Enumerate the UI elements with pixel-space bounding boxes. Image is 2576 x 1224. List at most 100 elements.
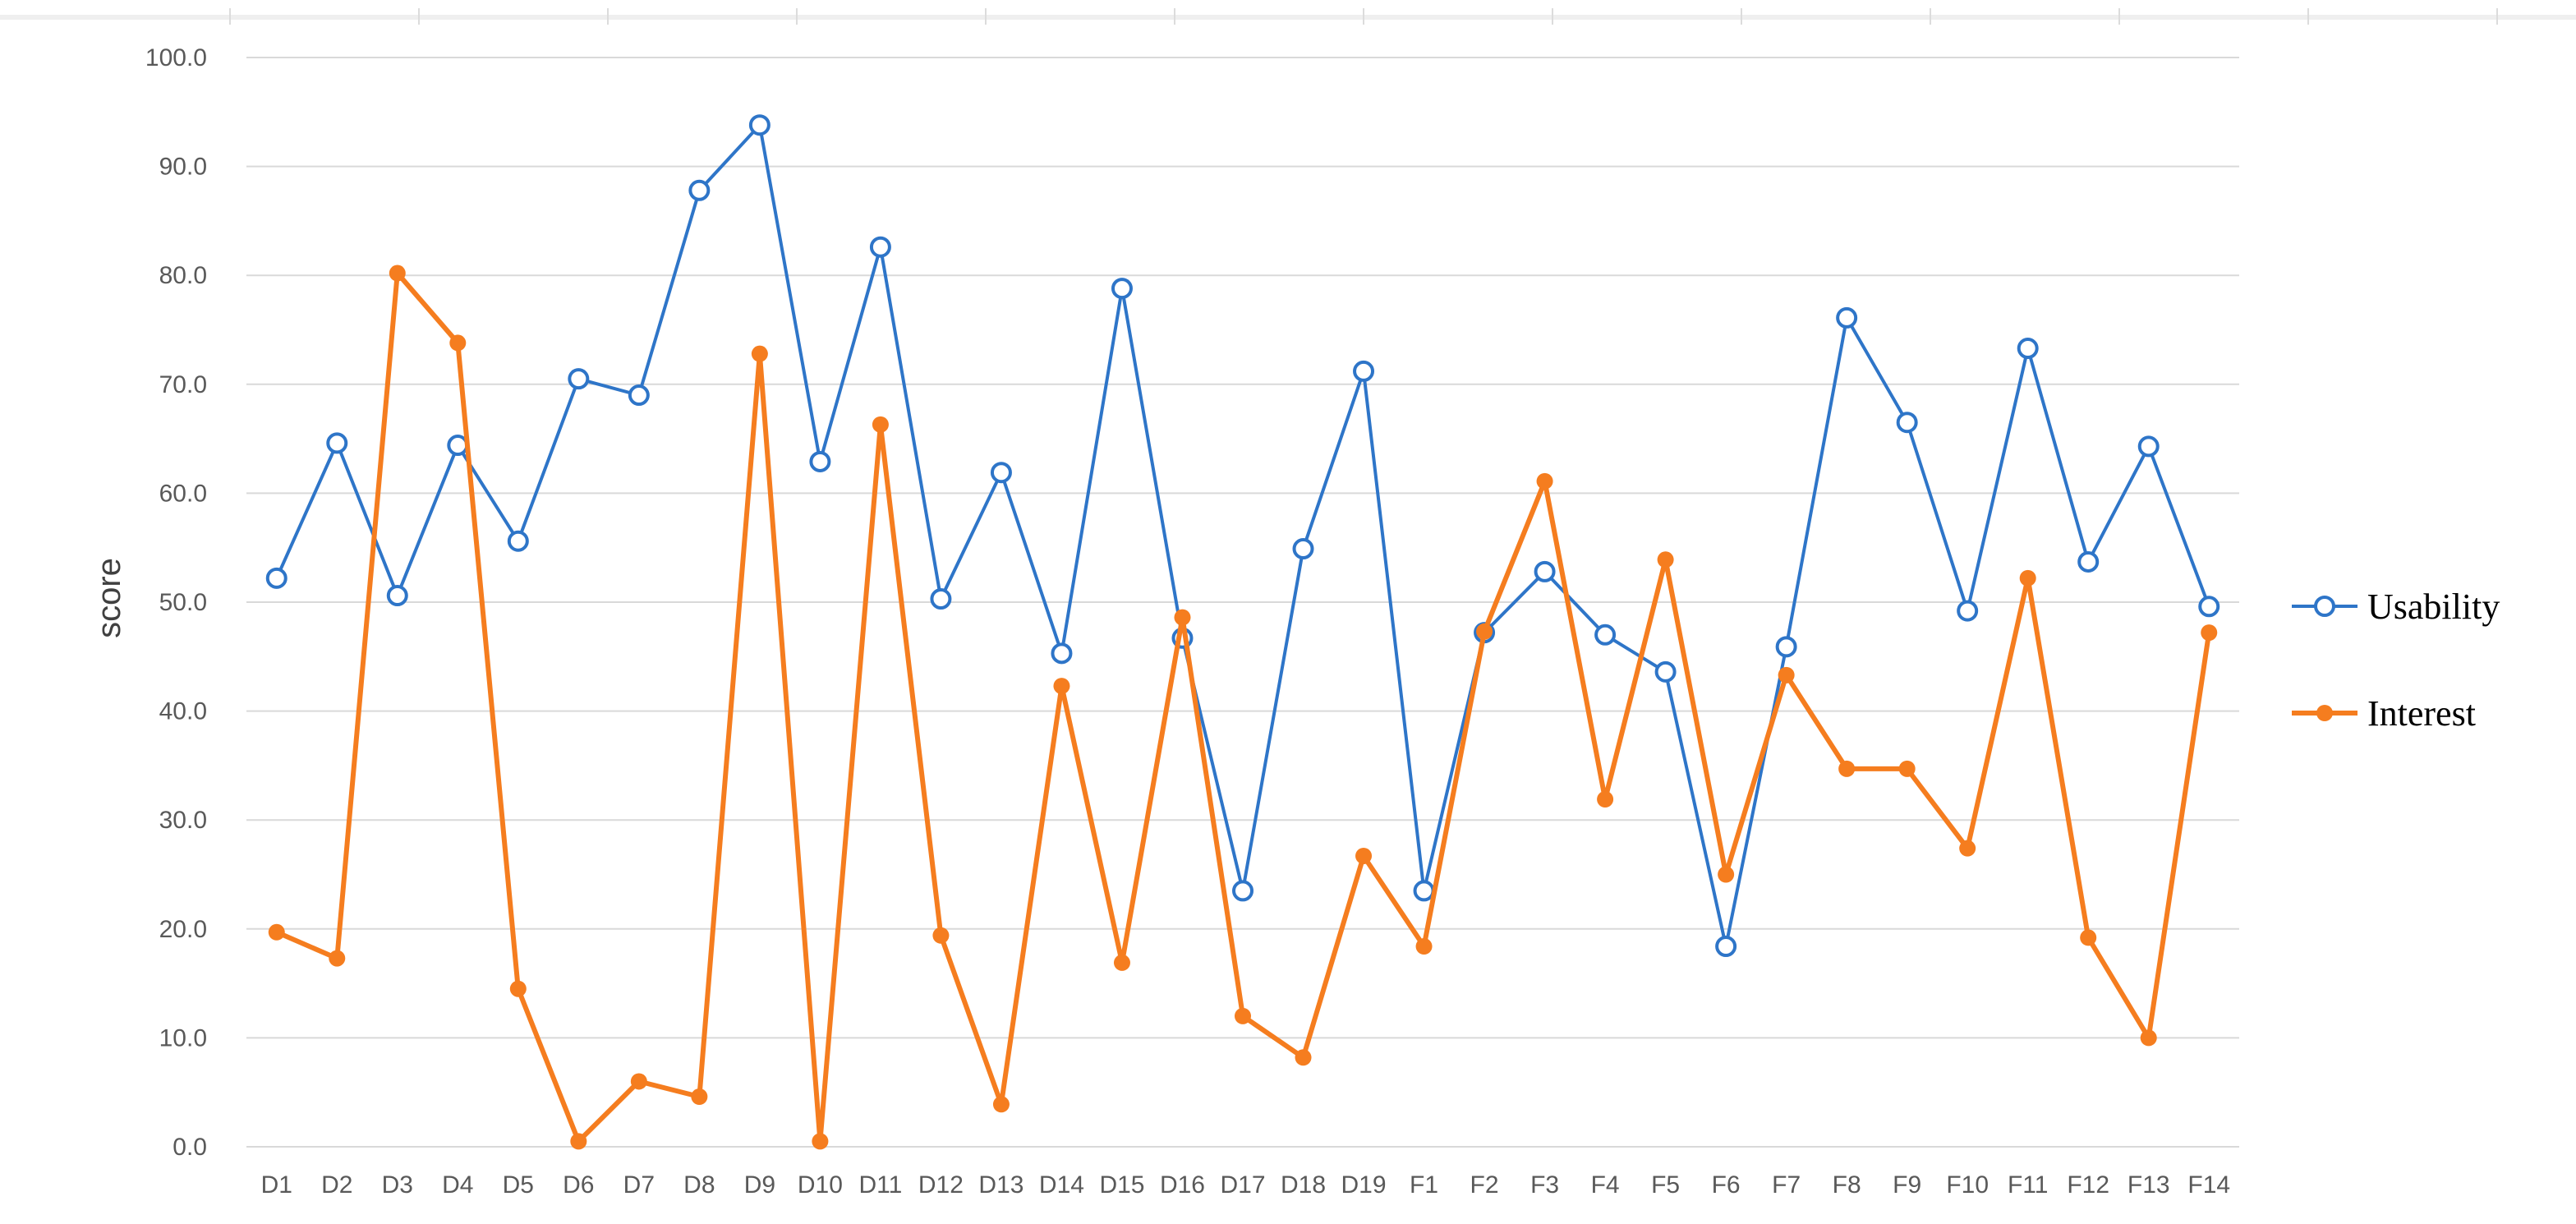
x-tick-label: D19 xyxy=(1341,1171,1387,1199)
legend-label: Interest xyxy=(2367,693,2476,734)
x-tick-label: F8 xyxy=(1833,1171,1861,1199)
data-point xyxy=(990,462,1012,484)
data-point xyxy=(1838,760,1856,777)
data-point xyxy=(1415,938,1433,955)
data-point xyxy=(932,927,950,944)
data-point xyxy=(507,530,529,552)
series-line xyxy=(274,123,2211,948)
data-point xyxy=(2137,435,2160,458)
legend-marker xyxy=(2314,596,2335,617)
data-point xyxy=(628,384,650,407)
data-point xyxy=(1718,866,1735,883)
y-tick-label: 40.0 xyxy=(159,698,207,725)
data-point xyxy=(1597,791,1614,808)
x-tick-label: F7 xyxy=(1772,1171,1801,1199)
data-point xyxy=(329,950,346,967)
legend-marker xyxy=(2316,705,2333,721)
data-point xyxy=(2080,929,2097,946)
y-axis-label: score xyxy=(91,558,127,638)
data-point xyxy=(1836,306,1858,329)
data-point xyxy=(630,1073,647,1090)
y-tick-label: 50.0 xyxy=(159,589,207,616)
data-point xyxy=(1654,660,1677,683)
data-point xyxy=(509,980,527,997)
legend-item-usability: Usability xyxy=(2292,587,2500,627)
x-tick-label: F3 xyxy=(1530,1171,1559,1199)
data-point xyxy=(1534,560,1556,582)
x-tick-label: D14 xyxy=(1039,1171,1084,1199)
y-tick-label: 70.0 xyxy=(159,371,207,398)
x-tick-label: D2 xyxy=(321,1171,352,1199)
x-tick-label: D6 xyxy=(563,1171,594,1199)
data-point xyxy=(930,588,952,610)
top-strip xyxy=(0,8,2576,25)
x-tick-label: D10 xyxy=(798,1171,843,1199)
x-tick-label: D1 xyxy=(261,1171,292,1199)
data-point xyxy=(1292,538,1314,560)
x-tick-label: D9 xyxy=(744,1171,775,1199)
data-point xyxy=(1959,840,1976,857)
x-tick-label: D4 xyxy=(442,1171,473,1199)
data-point xyxy=(1353,360,1375,382)
data-point xyxy=(1232,880,1254,902)
x-tick-label: F10 xyxy=(1946,1171,1989,1199)
x-tick-label: D7 xyxy=(623,1171,655,1199)
x-tick-label: D18 xyxy=(1281,1171,1326,1199)
x-tick-label: F12 xyxy=(2067,1171,2109,1199)
y-tick-label: 100.0 xyxy=(145,44,207,71)
x-tick-label: D8 xyxy=(683,1171,715,1199)
data-point xyxy=(1051,642,1073,665)
data-point xyxy=(809,450,831,472)
data-point xyxy=(1715,936,1737,958)
x-tick-label: F6 xyxy=(1712,1171,1741,1199)
series-usability xyxy=(265,114,2220,958)
data-point xyxy=(268,923,285,941)
x-tick-label: F14 xyxy=(2187,1171,2230,1199)
series-group xyxy=(265,114,2220,1150)
data-point xyxy=(2019,569,2036,587)
data-point xyxy=(449,334,467,352)
data-point xyxy=(447,435,469,457)
data-point xyxy=(389,265,406,282)
data-point xyxy=(386,585,408,607)
legend: Usability Interest xyxy=(2292,587,2500,734)
x-tick-label: F2 xyxy=(1470,1171,1499,1199)
data-point xyxy=(812,1133,829,1150)
x-tick-label: F1 xyxy=(1410,1171,1438,1199)
y-tick-label: 90.0 xyxy=(159,154,207,181)
data-point xyxy=(869,236,891,258)
data-point xyxy=(1113,954,1130,971)
y-tick-label: 60.0 xyxy=(159,480,207,507)
data-point xyxy=(326,432,348,454)
x-tick-label: D3 xyxy=(382,1171,413,1199)
x-tick-label: D5 xyxy=(503,1171,534,1199)
data-point xyxy=(1355,847,1373,864)
x-tick-label: D15 xyxy=(1099,1171,1144,1199)
y-tick-label: 80.0 xyxy=(159,262,207,289)
data-point xyxy=(751,345,768,362)
data-point xyxy=(691,1088,708,1106)
top-strip-band xyxy=(0,15,2576,20)
x-tick-label: D13 xyxy=(978,1171,1024,1199)
data-point xyxy=(1053,678,1070,695)
data-point xyxy=(992,1096,1010,1113)
data-point xyxy=(1295,1049,1312,1066)
legend-item-interest: Interest xyxy=(2292,693,2476,734)
data-point xyxy=(568,368,590,390)
data-point xyxy=(1657,551,1674,568)
data-point xyxy=(265,567,288,589)
x-tick-label: F11 xyxy=(2008,1171,2048,1199)
data-point xyxy=(2201,624,2218,642)
data-point xyxy=(1898,760,1916,777)
x-tick-label: D16 xyxy=(1160,1171,1205,1199)
y-tick-label: 20.0 xyxy=(159,916,207,943)
x-tick-label: F5 xyxy=(1651,1171,1680,1199)
data-point xyxy=(1476,623,1493,640)
data-point xyxy=(1174,609,1191,626)
x-tick-label: D11 xyxy=(859,1171,903,1199)
data-point xyxy=(2198,596,2220,618)
data-point xyxy=(1594,624,1617,646)
series-interest xyxy=(268,265,2218,1150)
